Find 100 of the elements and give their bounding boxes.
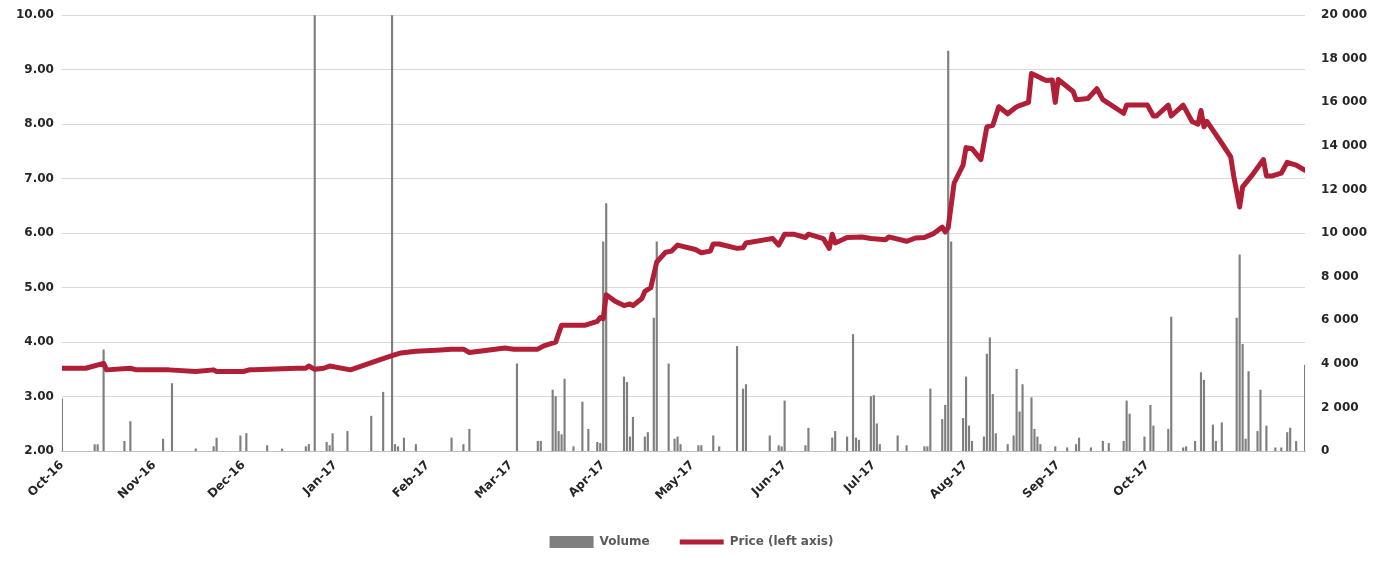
bar — [346, 431, 349, 452]
y2-tick-label: 0 — [1321, 443, 1330, 458]
bar — [872, 395, 875, 452]
bar — [462, 444, 465, 452]
bar — [1193, 440, 1197, 452]
bar — [988, 337, 991, 452]
bar — [325, 442, 328, 452]
bar — [1286, 432, 1289, 452]
y-tick-label: 10.00 — [15, 7, 54, 22]
bar — [646, 432, 649, 452]
bar — [572, 446, 575, 452]
bar — [1211, 424, 1214, 452]
bar — [581, 401, 584, 452]
bar — [964, 376, 968, 452]
y-tick-label: 4.00 — [24, 334, 54, 349]
bar — [622, 376, 626, 452]
bar — [414, 444, 417, 452]
bar — [123, 440, 126, 452]
bar — [923, 446, 926, 452]
bar — [450, 437, 453, 452]
bar — [536, 440, 539, 452]
bar — [1274, 447, 1277, 452]
bar — [304, 446, 307, 452]
y2-tick-label: 20 000 — [1321, 7, 1368, 22]
bar — [1303, 364, 1306, 452]
y2-tick-label: 6 000 — [1321, 312, 1359, 327]
y2-tick-label: 4 000 — [1321, 356, 1359, 370]
bar — [896, 435, 899, 452]
bar — [869, 396, 872, 452]
bar — [1107, 443, 1110, 452]
bar — [1054, 446, 1057, 452]
bar — [857, 439, 861, 452]
bar — [396, 446, 400, 452]
bar — [1125, 400, 1128, 452]
bar — [1101, 440, 1104, 452]
bar — [468, 428, 471, 452]
bar — [700, 445, 703, 452]
bar — [744, 384, 748, 452]
bar — [735, 346, 739, 452]
bar — [370, 415, 373, 452]
bar — [515, 363, 519, 452]
bar — [768, 435, 771, 452]
bar — [712, 435, 715, 452]
bar — [93, 444, 96, 452]
bar — [587, 428, 590, 452]
y2-tick-label: 14 000 — [1321, 138, 1368, 153]
bar — [1295, 440, 1298, 452]
y-tick-label: 9.00 — [24, 61, 54, 76]
y2-tick-label: 2 000 — [1321, 399, 1359, 414]
bar — [667, 363, 670, 452]
bar — [215, 437, 218, 452]
y-tick-label: 2.00 — [24, 443, 54, 458]
y-tick-label: 6.00 — [24, 225, 54, 240]
bar — [905, 445, 908, 452]
bar — [1182, 447, 1185, 452]
bar — [170, 383, 174, 452]
bar — [551, 389, 554, 452]
bar — [331, 433, 334, 452]
y2-tick-label: 16 000 — [1321, 94, 1368, 109]
bar — [807, 427, 810, 452]
bar — [563, 378, 566, 452]
bar — [1030, 397, 1033, 452]
y-tick-label: 8.00 — [24, 116, 54, 131]
bar — [1265, 425, 1268, 452]
bar — [1089, 447, 1093, 452]
y2-tick-label: 8 000 — [1321, 268, 1359, 283]
bar — [851, 334, 855, 452]
bar — [1021, 384, 1024, 452]
y2-tick-label: 18 000 — [1321, 50, 1368, 65]
legend-label: Price (left axis) — [729, 534, 834, 549]
bar — [1199, 372, 1203, 452]
bar — [390, 15, 394, 452]
bar — [718, 446, 721, 452]
bar — [307, 444, 310, 452]
bar — [1185, 446, 1188, 452]
bar — [1006, 444, 1009, 452]
bar — [539, 440, 542, 452]
bar — [1015, 369, 1018, 452]
bar — [382, 391, 385, 452]
bar — [1220, 422, 1223, 452]
bar — [96, 444, 99, 452]
bar — [239, 435, 242, 452]
bar — [1259, 389, 1262, 452]
bar — [129, 421, 132, 452]
bar — [777, 445, 780, 452]
bar — [741, 388, 745, 452]
bar — [1238, 254, 1241, 452]
bar — [834, 431, 837, 452]
y2-tick-label: 12 000 — [1321, 181, 1368, 196]
bar — [245, 433, 248, 452]
bar — [929, 388, 932, 452]
y-tick-label: 7.00 — [24, 170, 54, 185]
y-tick-label: 5.00 — [24, 279, 54, 294]
bar — [631, 416, 635, 452]
bar — [1143, 436, 1146, 452]
bar — [1247, 371, 1250, 452]
legend-label: Volume — [599, 534, 650, 549]
bar — [783, 400, 786, 452]
bar — [643, 436, 646, 452]
bar — [846, 436, 849, 452]
